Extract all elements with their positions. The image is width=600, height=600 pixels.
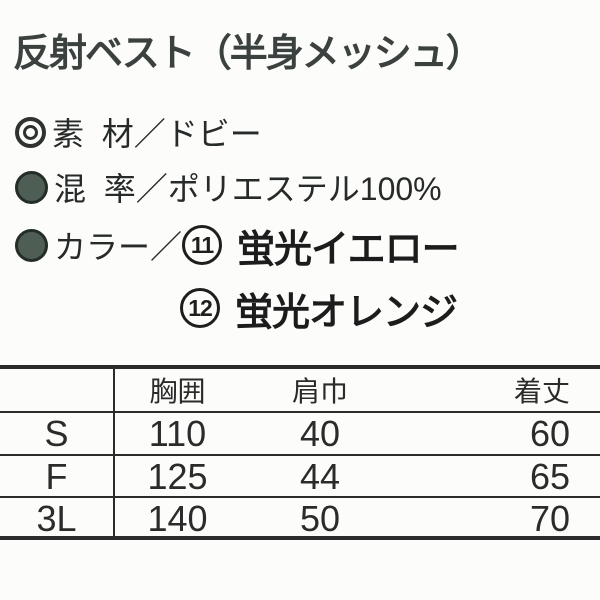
header-length-cell: 着丈 [513,376,570,407]
length-cell: 60 [529,413,570,454]
material-text: 素 材／ドビー [52,116,262,152]
chest-cell: 110 [148,413,207,454]
spec-row-color-2: 12 蛍光オレンジ [15,286,458,334]
header-shoulder-cell: 肩巾 [291,376,348,407]
spec-row-blend: 混 率／ポリエステル100% [15,165,442,209]
table-row-f: F 125 44 65 [0,454,600,498]
size-table: 胸囲 肩巾 着丈 S 110 40 60 F 125 44 65 3L 140 … [0,365,600,540]
header-size-cell [0,369,115,411]
chest-cell: 125 [147,456,208,497]
header-chest-cell: 胸囲 [149,376,206,407]
length-cell: 65 [529,456,570,497]
spec-row-material: 素 材／ドビー [15,110,262,154]
blend-text: 混 率／ポリエステル100% [54,171,442,207]
table-row-3l: 3L 140 50 70 [0,496,600,540]
size-table-header-row: 胸囲 肩巾 着丈 [0,369,600,411]
size-cell: 3L [0,498,115,540]
color-label: カラー／ [54,229,183,265]
filled-circle-icon [15,228,48,262]
shoulder-cell: 44 [299,456,341,497]
size-cell: F [0,456,115,498]
spec-row-color: カラー／ 11 蛍光イエロー [15,223,460,271]
shoulder-cell: 40 [299,413,341,454]
color-name-fluorescent-orange: 蛍光オレンジ [235,291,458,334]
color-number-12-badge: 12 [180,288,220,328]
chest-cell: 140 [147,498,208,539]
color-number-11-badge: 11 [182,225,223,265]
table-row-s: S 110 40 60 [0,411,600,455]
page-title: 反射ベスト（半身メッシュ） [13,33,484,75]
filled-circle-icon [15,170,48,204]
color-name-fluorescent-yellow: 蛍光イエロー [237,228,460,271]
double-circle-icon [15,116,46,148]
size-cell: S [0,413,115,455]
shoulder-cell: 50 [299,498,341,539]
length-cell: 70 [529,498,570,539]
